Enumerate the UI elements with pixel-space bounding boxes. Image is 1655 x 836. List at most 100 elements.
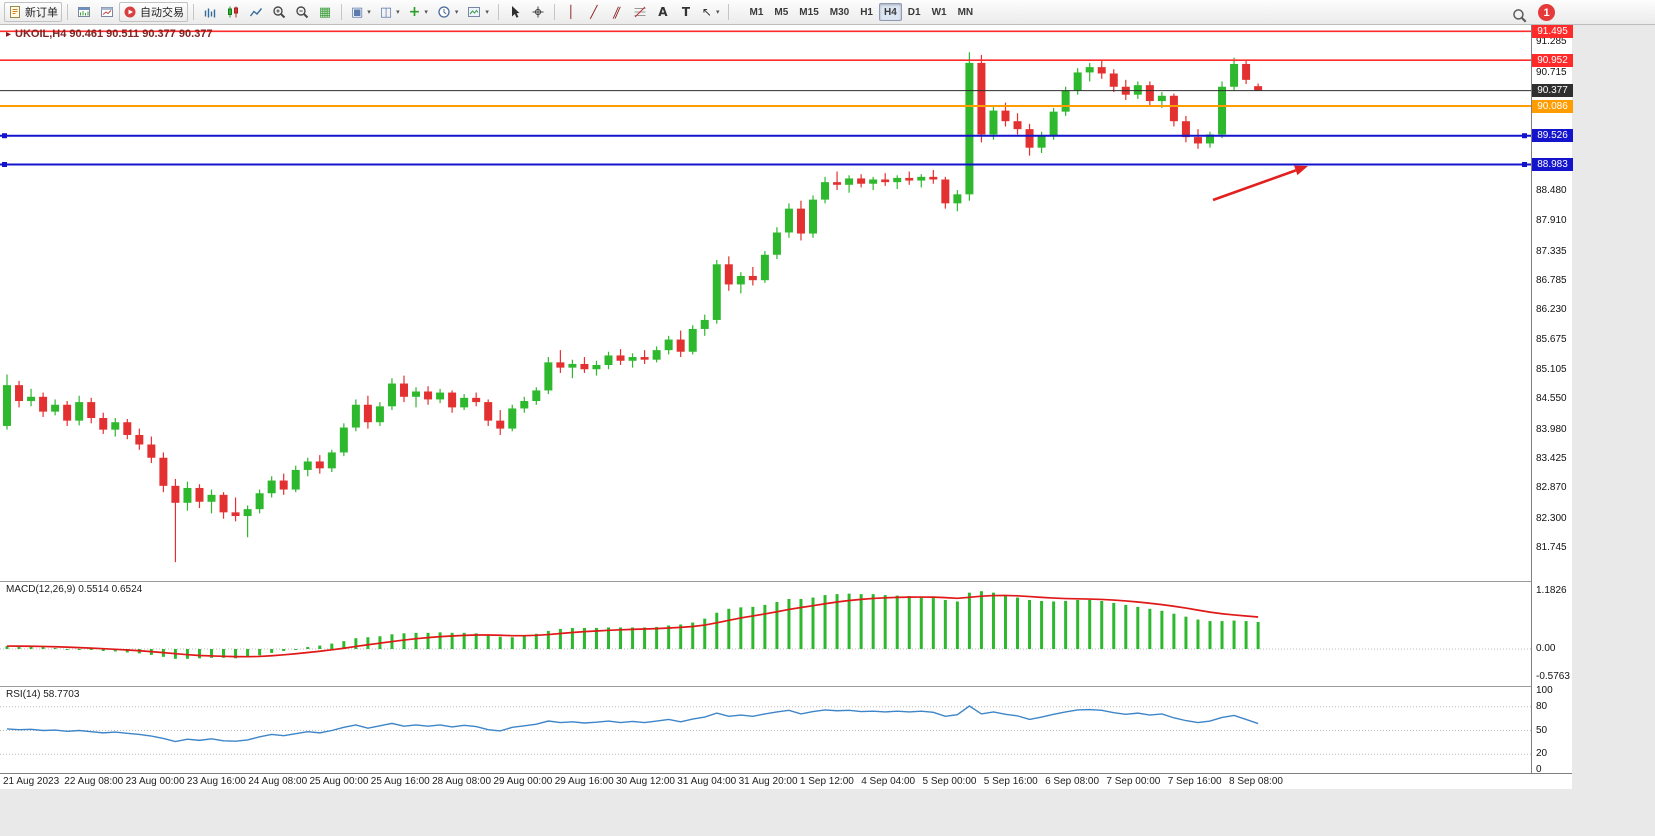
macd-pane[interactable] — [0, 582, 1531, 686]
macd-label: MACD(12,26,9) 0.5514 0.6524 — [6, 584, 143, 595]
time-label: 31 Aug 04:00 — [677, 776, 737, 787]
price-tick: 87.910 — [1536, 215, 1567, 227]
time-label: 31 Aug 20:00 — [738, 776, 798, 787]
price-tick: 86.785 — [1536, 274, 1567, 286]
price-line-label: 91.495 — [1532, 25, 1573, 38]
channel-icon: ∥ — [610, 5, 624, 19]
macd-tick: 1.1826 — [1536, 585, 1567, 597]
cursor-button[interactable] — [504, 2, 526, 22]
chevron-down-icon: ▾ — [424, 8, 428, 16]
price-tick: 88.480 — [1536, 185, 1567, 197]
line-handle[interactable] — [1522, 161, 1527, 167]
rsi-tick: 20 — [1536, 748, 1548, 760]
line-handle[interactable] — [2, 161, 7, 167]
fibonacci-tool-button[interactable] — [629, 2, 651, 22]
main-price-chart[interactable] — [0, 25, 1531, 581]
rsi-line — [6, 705, 1259, 743]
zoom-out-button[interactable] — [291, 2, 313, 22]
label-icon: T — [681, 5, 690, 19]
pane-divider[interactable] — [0, 581, 1572, 582]
symbol-info: ▸ UKOIL,H4 90.461 90.511 90.377 90.377 — [6, 28, 213, 40]
time-label: 29 Aug 16:00 — [554, 776, 614, 787]
toolbar-separator — [553, 4, 555, 20]
crosshair-button[interactable] — [527, 2, 549, 22]
arrow-shape-icon: ↖ — [701, 5, 712, 19]
right-gutter — [1572, 25, 1655, 836]
time-axis[interactable]: 21 Aug 2023 22 Aug 08:00 23 Aug 00:00 23 Au… — [0, 773, 1572, 789]
timeframe-mn[interactable]: MN — [953, 3, 979, 21]
rsi-pane[interactable] — [0, 687, 1531, 773]
arrange-windows-button[interactable]: ◫ ▾ — [376, 2, 404, 22]
new-order-icon — [8, 5, 22, 19]
text-tool-button[interactable]: A — [652, 2, 674, 22]
crosshair-icon — [531, 5, 545, 19]
channel-tool-button[interactable]: ∥ — [606, 2, 628, 22]
macd-histogram — [5, 591, 1260, 659]
price-tick: 85.105 — [1536, 364, 1567, 376]
charts-button[interactable] — [73, 2, 95, 22]
time-label: 1 Sep 12:00 — [799, 776, 854, 787]
tile-icon: ◫ — [379, 4, 393, 20]
chart-window-icon — [77, 5, 91, 19]
price-tick: 82.300 — [1536, 512, 1567, 524]
label-tool-button[interactable]: T — [675, 2, 697, 22]
timeframe-d1[interactable]: D1 — [903, 3, 926, 21]
cursor-icon — [508, 5, 522, 19]
auto-trading-button[interactable]: 自动交易 — [119, 2, 188, 22]
line-chart-button[interactable] — [245, 2, 267, 22]
symbol-ohlc-text: UKOIL,H4 90.461 90.511 90.377 90.377 — [15, 28, 213, 40]
timeframe-m1[interactable]: M1 — [744, 3, 768, 21]
line-handle[interactable] — [1522, 133, 1527, 139]
notification-badge[interactable]: 1 — [1538, 4, 1555, 21]
timeframe-m5[interactable]: M5 — [769, 3, 793, 21]
toolbar-separator — [67, 4, 68, 20]
zoom-in-icon — [272, 5, 286, 19]
time-label: 28 Aug 08:00 — [432, 776, 492, 787]
profile-window-icon — [100, 5, 114, 19]
timeframe-h1[interactable]: H1 — [855, 3, 878, 21]
toolbar-separator — [497, 4, 499, 20]
timeframe-m30[interactable]: M30 — [825, 3, 854, 21]
line-handle[interactable] — [2, 133, 7, 139]
rsi-label: RSI(14) 58.7703 — [6, 689, 80, 700]
auto-trading-icon — [123, 5, 137, 19]
price-tick: 86.230 — [1536, 304, 1567, 316]
candlestick-chart-button[interactable] — [222, 2, 244, 22]
text-icon: A — [658, 5, 668, 19]
timeframe-w1[interactable]: W1 — [927, 3, 952, 21]
grid-icon: ▦ — [318, 4, 332, 20]
vertical-line-tool-button[interactable]: │ — [560, 2, 582, 22]
symbol-flag-icon: ▸ — [6, 28, 12, 40]
new-order-button[interactable]: 新订单 — [4, 2, 62, 22]
timeframe-m15[interactable]: M15 — [794, 3, 823, 21]
tile-windows-button[interactable]: ▦ — [314, 2, 336, 22]
cascade-windows-button[interactable]: ▣ ▾ — [347, 2, 375, 22]
zoom-in-button[interactable] — [268, 2, 290, 22]
price-tick: 85.675 — [1536, 333, 1567, 345]
price-tick: 90.715 — [1536, 66, 1567, 78]
search-button[interactable] — [1508, 5, 1531, 25]
chevron-down-icon: ▾ — [715, 8, 720, 16]
toolbar-separator — [193, 4, 194, 20]
macd-tick: -0.5763 — [1536, 671, 1570, 683]
rsi-tick: 80 — [1536, 700, 1548, 712]
rsi-tick: 0 — [1536, 764, 1542, 775]
price-scale[interactable]: 91.285 90.715 88.480 87.910 87.335 86.785 86.2… — [1531, 25, 1573, 775]
period-button[interactable]: ▾ — [433, 2, 463, 22]
templates-button[interactable]: ▾ — [463, 2, 493, 22]
time-label: 23 Aug 16:00 — [186, 776, 246, 787]
arrows-tool-button[interactable]: ↖ ▾ — [698, 2, 724, 22]
candlestick-series — [3, 52, 1263, 563]
trendline-tool-button[interactable]: ╱ — [583, 2, 605, 22]
profiles-button[interactable] — [96, 2, 118, 22]
trend-arrow-annotation[interactable] — [1212, 165, 1308, 202]
bar-chart-button[interactable] — [199, 2, 221, 22]
indicators-button[interactable]: + ▾ — [405, 2, 432, 22]
price-line-label: 90.377 — [1532, 84, 1573, 98]
timeframe-h4[interactable]: H4 — [879, 3, 902, 21]
time-label: 7 Sep 00:00 — [1106, 776, 1161, 787]
rsi-tick: 100 — [1536, 685, 1553, 696]
bottom-gutter — [0, 789, 1572, 836]
price-line-label: 90.086 — [1532, 99, 1573, 113]
pane-divider[interactable] — [0, 686, 1572, 687]
